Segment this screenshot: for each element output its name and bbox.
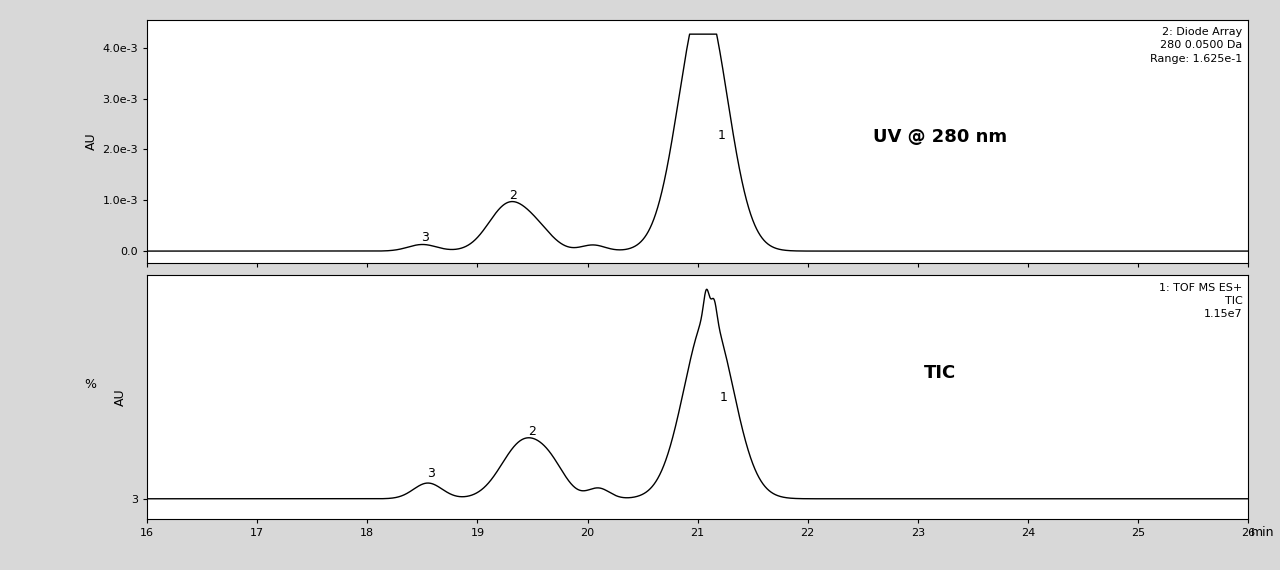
- Text: min: min: [1252, 526, 1275, 539]
- Y-axis label: AU: AU: [114, 388, 127, 406]
- Text: TIC: TIC: [924, 364, 956, 382]
- Y-axis label: AU: AU: [86, 133, 99, 150]
- Text: 1: 1: [717, 129, 726, 142]
- Text: 1: 1: [719, 391, 727, 404]
- Text: 3: 3: [421, 231, 429, 245]
- Text: 1: TOF MS ES+
TIC
1.15e7: 1: TOF MS ES+ TIC 1.15e7: [1160, 283, 1243, 319]
- Text: 2: 2: [508, 189, 517, 202]
- Text: UV @ 280 nm: UV @ 280 nm: [873, 128, 1007, 146]
- Text: %: %: [84, 378, 96, 392]
- Text: 2: Diode Array
280 0.0500 Da
Range: 1.625e-1: 2: Diode Array 280 0.0500 Da Range: 1.62…: [1151, 27, 1243, 64]
- Text: 3: 3: [428, 467, 435, 480]
- Text: 2: 2: [529, 425, 536, 438]
